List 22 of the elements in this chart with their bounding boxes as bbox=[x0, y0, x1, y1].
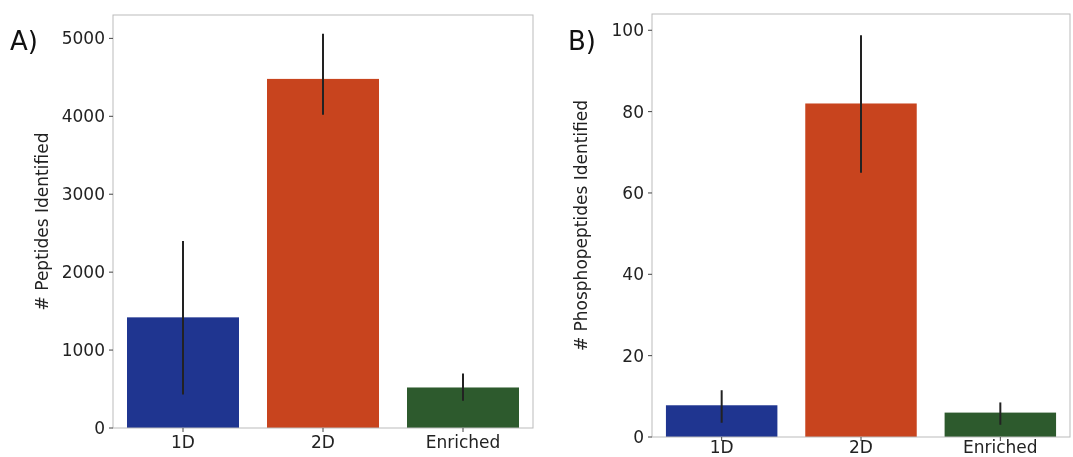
y-tick-label: 40 bbox=[622, 264, 644, 285]
x-tick-label: 2D bbox=[311, 432, 335, 452]
y-axis-title: # Phosphopeptides Identified bbox=[571, 99, 591, 352]
y-tick-label: 0 bbox=[633, 426, 644, 447]
x-tick-label: 2D bbox=[849, 437, 873, 457]
y-tick-label: 1000 bbox=[61, 340, 105, 361]
y-tick-label: 80 bbox=[622, 101, 644, 122]
y-tick-label: 20 bbox=[622, 345, 644, 366]
y-tick-label: 2000 bbox=[61, 262, 105, 283]
y-tick-label: 0 bbox=[94, 417, 105, 438]
chart-title: A) bbox=[10, 26, 38, 56]
x-tick-label: Enriched bbox=[425, 432, 501, 452]
x-tick-label: Enriched bbox=[963, 437, 1038, 457]
x-tick-label: 1D bbox=[709, 437, 734, 457]
y-tick-label: 3000 bbox=[61, 184, 105, 205]
x-tick-label: 1D bbox=[171, 432, 195, 452]
text: B) bbox=[568, 26, 596, 56]
y-tick-label: 5000 bbox=[61, 28, 105, 49]
y-tick-label: 100 bbox=[611, 20, 644, 41]
y-tick-label: 60 bbox=[622, 182, 644, 203]
y-tick-label: 4000 bbox=[61, 106, 105, 127]
y-axis-title: # Peptides Identified bbox=[32, 132, 52, 311]
